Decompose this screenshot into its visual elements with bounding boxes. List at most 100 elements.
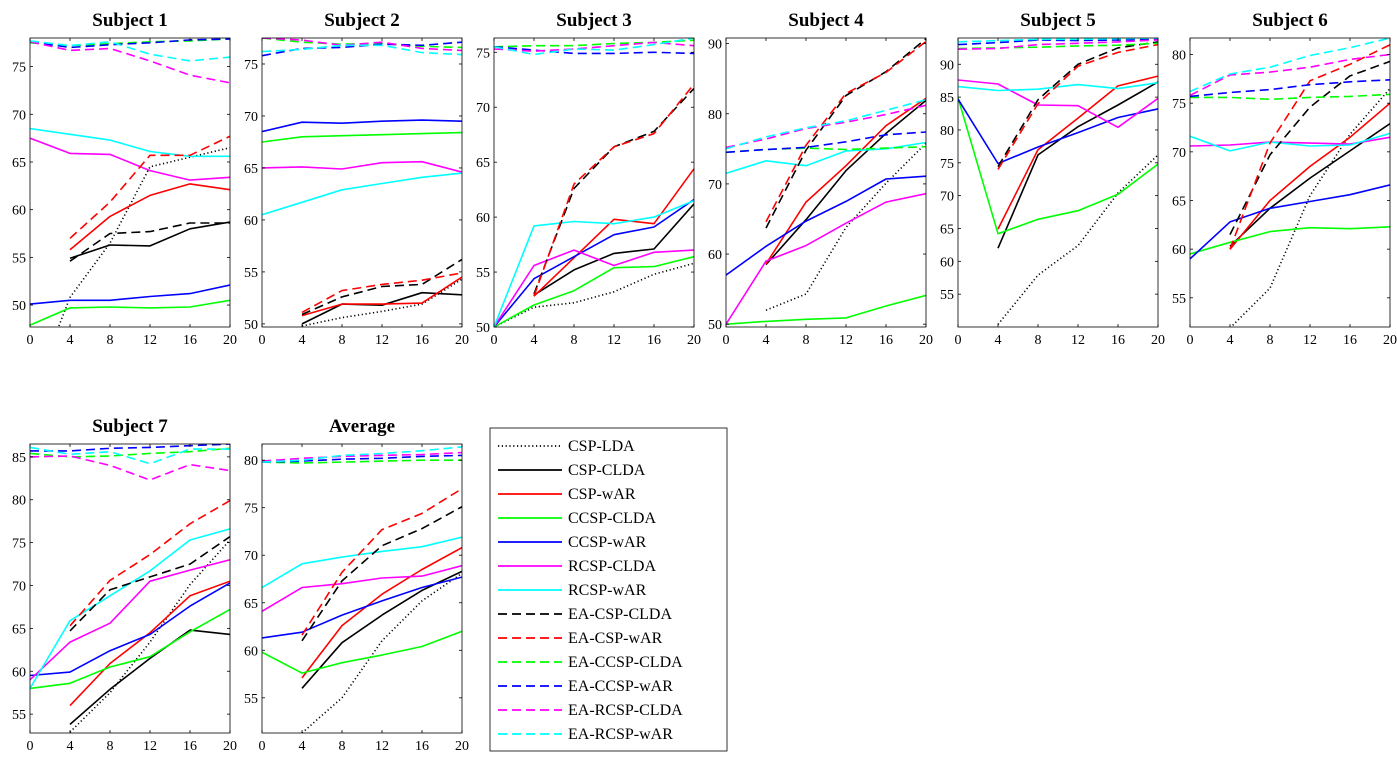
series-line-ccsp-clda	[262, 630, 462, 674]
series-line-ea-rcsp-clda	[262, 38, 462, 52]
legend-label: EA-CSP-CLDA	[568, 606, 672, 623]
panel-title: Subject 3	[556, 10, 631, 31]
y-tick-label: 70	[1172, 146, 1186, 161]
x-tick-label: 20	[919, 333, 933, 348]
y-tick-label: 55	[12, 251, 26, 266]
x-tick-label: 4	[531, 333, 538, 348]
series-line-ea-rcsp-war	[958, 38, 1158, 43]
x-tick-label: 4	[299, 333, 306, 348]
series-line-ea-rcsp-war	[494, 38, 694, 56]
x-tick-label: 12	[143, 739, 157, 754]
y-tick-label: 65	[1172, 195, 1186, 210]
y-tick-label: 60	[12, 665, 26, 680]
x-tick-label: 4	[763, 333, 770, 348]
panel-8: Average 0 4 8 12 16 20 55 60 65 70 75 80	[244, 416, 469, 754]
y-tick-label: 80	[1172, 49, 1186, 64]
series-line-csp-clda	[301, 291, 462, 325]
series-group	[30, 38, 230, 327]
y-tick-label: 55	[940, 288, 954, 303]
axes-box	[29, 37, 231, 328]
y-tick-label: 60	[244, 644, 258, 659]
series-line-ea-rcsp-war	[30, 40, 230, 62]
series-line-ea-csp-war	[69, 499, 230, 627]
series-group	[262, 446, 462, 733]
panel-2: Subject 2 0 4 8 12 16 20 50 55 60 65 70 75	[244, 10, 469, 348]
series-group	[30, 444, 230, 733]
series-line-rcsp-clda	[262, 564, 462, 612]
series-line-csp-war	[533, 168, 694, 297]
y-tick-label: 90	[940, 58, 954, 73]
series-line-ccsp-war	[262, 119, 462, 133]
axes-box	[261, 37, 463, 328]
series-line-ea-rcsp-clda	[958, 39, 1158, 50]
series-line-ea-rcsp-clda	[262, 451, 462, 462]
x-tick-label: 0	[723, 333, 730, 348]
legend-item: CSP-CLDA	[498, 462, 646, 479]
axes-box	[493, 37, 695, 328]
y-tick-label: 75	[244, 502, 258, 517]
series-line-csp-clda	[69, 629, 230, 726]
y-tick-label: 65	[244, 162, 258, 177]
y-tick-label: 75	[244, 58, 258, 73]
axes-box	[957, 37, 1159, 328]
series-line-rcsp-war	[494, 199, 694, 327]
legend-item: CCSP-CLDA	[498, 510, 656, 527]
panel-title: Subject 1	[92, 10, 167, 31]
legend-label: CSP-LDA	[568, 438, 635, 455]
y-tick-label: 65	[940, 222, 954, 237]
x-tick-label: 8	[571, 333, 578, 348]
series-line-ccsp-war	[30, 284, 230, 305]
y-tick-label: 60	[244, 214, 258, 229]
series-group	[494, 38, 694, 327]
y-tick-label: 75	[12, 61, 26, 76]
series-line-rcsp-war	[1190, 132, 1390, 152]
series-line-csp-war	[69, 580, 230, 707]
panel-5: Subject 5 0 4 8 12 16 20 55 60 65 70 75 80 85 90	[940, 10, 1165, 348]
series-line-ea-ccsp-clda	[494, 39, 694, 48]
series-line-ea-ccsp-clda	[262, 459, 462, 464]
series-line-ea-rcsp-clda	[494, 41, 694, 52]
series-line-ccsp-clda	[30, 299, 230, 326]
legend-label: EA-RCSP-wAR	[568, 726, 673, 743]
series-line-ea-csp-clda	[301, 505, 462, 642]
legend-label: EA-RCSP-CLDA	[568, 702, 683, 719]
x-tick-label: 4	[67, 739, 74, 754]
legend-item: EA-CCSP-wAR	[498, 678, 673, 695]
x-tick-label: 16	[183, 333, 197, 348]
series-line-ea-rcsp-clda	[726, 104, 926, 149]
x-tick-label: 20	[223, 739, 237, 754]
axes-box	[29, 443, 231, 734]
series-group	[1190, 38, 1390, 327]
x-tick-label: 12	[839, 333, 853, 348]
series-line-ea-rcsp-war	[726, 98, 926, 150]
series-line-ea-csp-clda	[69, 535, 230, 632]
x-tick-label: 0	[1187, 333, 1194, 348]
series-line-csp-clda	[533, 203, 694, 296]
y-tick-label: 55	[244, 266, 258, 281]
series-line-ea-csp-war	[1229, 44, 1390, 250]
legend-label: EA-CCSP-CLDA	[568, 654, 683, 671]
legend-item: EA-CCSP-CLDA	[498, 654, 683, 671]
series-line-ea-rcsp-war	[1190, 38, 1390, 93]
y-tick-label: 65	[12, 156, 26, 171]
legend-item: EA-RCSP-CLDA	[498, 702, 683, 719]
y-tick-label: 80	[12, 494, 26, 509]
series-line-rcsp-war	[30, 127, 230, 158]
legend-label: RCSP-wAR	[568, 582, 647, 599]
series-line-csp-lda	[997, 154, 1158, 325]
series-line-ea-csp-war	[533, 83, 694, 297]
series-line-ea-rcsp-clda	[30, 455, 230, 481]
series-line-csp-war	[1229, 102, 1390, 250]
panel-title: Average	[329, 416, 395, 437]
y-tick-label: 50	[12, 299, 26, 314]
x-tick-label: 20	[223, 333, 237, 348]
series-group	[958, 38, 1158, 325]
x-tick-label: 20	[687, 333, 701, 348]
y-tick-label: 50	[476, 321, 490, 336]
series-line-ccsp-clda	[30, 608, 230, 690]
legend: CSP-LDA CSP-CLDA CSP-wAR CCSP-CLDA CCSP-wAR R…	[489, 427, 728, 752]
series-line-ea-csp-war	[69, 135, 230, 239]
series-line-ea-rcsp-war	[262, 44, 462, 56]
series-line-csp-clda	[765, 99, 926, 266]
